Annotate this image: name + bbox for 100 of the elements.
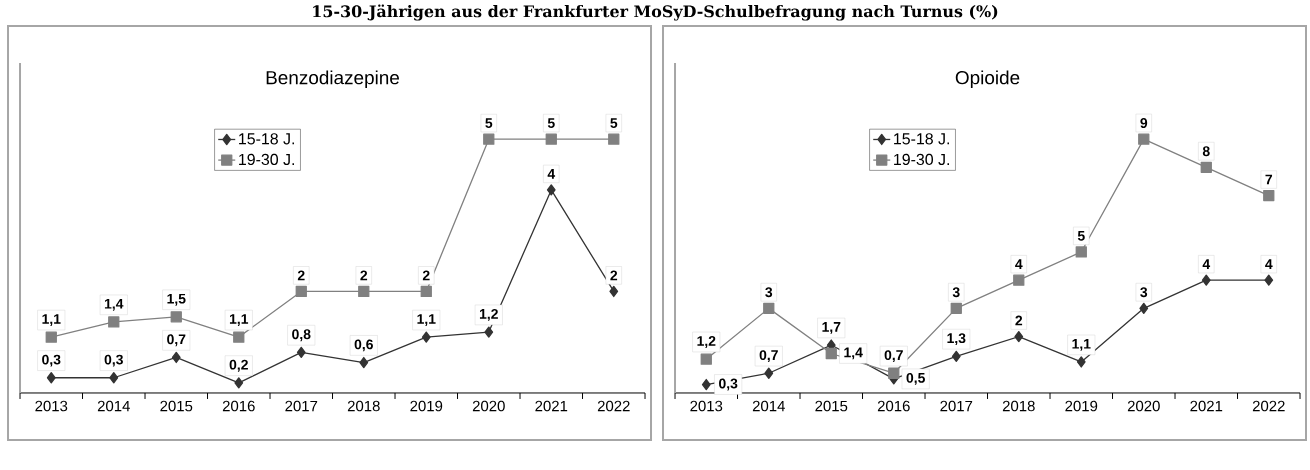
data-label: 1,7 <box>822 322 841 334</box>
point <box>825 347 837 360</box>
point <box>546 184 556 196</box>
point <box>1014 330 1024 343</box>
point <box>420 285 432 298</box>
point <box>108 316 120 328</box>
x-tick-label: 2022 <box>1252 400 1285 412</box>
point <box>109 372 119 384</box>
point <box>296 346 306 359</box>
data-label: 0,7 <box>167 334 186 347</box>
point <box>608 133 620 145</box>
x-tick-label: 2021 <box>1190 400 1223 412</box>
point <box>233 331 245 343</box>
data-label: 0,6 <box>354 339 373 352</box>
x-tick-label: 2015 <box>160 400 193 412</box>
x-tick-label: 2013 <box>35 400 68 412</box>
x-tick-label: 2014 <box>97 400 130 412</box>
data-label: 0,7 <box>884 350 903 363</box>
data-label: 4 <box>1202 259 1211 269</box>
data-label: 2 <box>610 270 618 281</box>
data-label: 0,3 <box>719 378 738 391</box>
point <box>171 351 181 364</box>
text: 15-30-Jährigen aus der Frankfurter MoSyD-Schulbefragung nach Turnus (%) <box>313 4 998 21</box>
point <box>951 350 961 362</box>
x-tick-label: 2014 <box>752 400 785 412</box>
data-label: 3 <box>765 287 773 298</box>
x-tick-label: 2019 <box>410 400 443 412</box>
point <box>358 285 370 298</box>
x-tick-label: 2017 <box>940 400 973 412</box>
point <box>1138 133 1150 145</box>
data-label: 8 <box>1202 146 1210 157</box>
x-tick-label: 2016 <box>877 400 910 412</box>
data-label: 0,3 <box>42 354 61 367</box>
point <box>483 133 495 145</box>
point <box>1076 356 1086 368</box>
x-tick-label: 2016 <box>222 400 255 412</box>
data-label: 1,4 <box>104 298 124 311</box>
x-tick-label: 2018 <box>347 400 380 412</box>
legend-label: 15-18 J. <box>239 133 294 145</box>
chart-title: Benzodiazepine <box>266 70 400 89</box>
data-label: 1,2 <box>479 308 498 321</box>
point <box>421 331 431 343</box>
point <box>609 285 619 298</box>
legend-label: 19-30 J. <box>894 153 949 166</box>
point <box>1013 274 1025 286</box>
data-label: 2 <box>422 270 430 281</box>
data-label: 0,2 <box>229 359 248 372</box>
point <box>1139 302 1149 315</box>
data-label: 0,7 <box>759 350 778 363</box>
data-label: 1,1 <box>229 314 249 326</box>
data-label: 3 <box>952 287 960 298</box>
x-tick-label: 2017 <box>285 400 318 412</box>
data-label: 0,3 <box>104 354 123 367</box>
data-label: 5 <box>485 118 493 128</box>
point <box>545 133 557 145</box>
point <box>1200 161 1212 173</box>
data-label: 4 <box>1265 259 1273 269</box>
x-tick-label: 2013 <box>690 400 723 412</box>
data-label: 5 <box>610 118 618 128</box>
data-label: 2 <box>360 270 368 281</box>
point <box>763 302 775 315</box>
data-label: 5 <box>547 118 555 128</box>
data-label: 1,5 <box>167 293 186 306</box>
x-tick-label: 2022 <box>597 400 630 412</box>
legend-label: 15-18 J. <box>894 133 949 145</box>
point <box>170 311 182 323</box>
data-label: 4 <box>547 169 556 179</box>
data-label: 1,1 <box>42 314 61 326</box>
point <box>484 326 494 338</box>
data-label: 1,2 <box>697 336 716 348</box>
x-tick-label: 2021 <box>535 400 568 412</box>
data-label: 0,8 <box>292 329 311 342</box>
point <box>764 367 774 379</box>
data-label: 0,5 <box>906 372 925 385</box>
x-tick-label: 2015 <box>815 400 848 412</box>
point <box>1263 189 1275 202</box>
point <box>295 285 307 298</box>
legend-label: 19-30 J. <box>239 153 294 166</box>
data-label: 5 <box>1077 231 1085 241</box>
data-label: 2 <box>297 270 305 281</box>
point <box>234 377 244 389</box>
x-tick-label: 2020 <box>1127 400 1160 412</box>
point <box>888 367 900 379</box>
point <box>1264 274 1274 286</box>
point <box>700 353 712 365</box>
data-label: 1,1 <box>417 314 436 326</box>
x-tick-label: 2020 <box>472 400 505 412</box>
point <box>950 302 962 315</box>
chart-title: Opioide <box>955 70 1020 89</box>
x-tick-label: 2019 <box>1065 400 1098 412</box>
data-label: 4 <box>1015 259 1023 269</box>
point <box>1201 274 1211 286</box>
point <box>701 378 711 391</box>
data-label: 2 <box>1015 315 1023 326</box>
point <box>359 356 369 369</box>
point <box>46 372 56 384</box>
data-label: 3 <box>1140 287 1148 298</box>
data-label: 1,3 <box>947 333 966 346</box>
data-label: 1,4 <box>844 347 863 360</box>
data-label: 1,1 <box>1072 339 1091 351</box>
